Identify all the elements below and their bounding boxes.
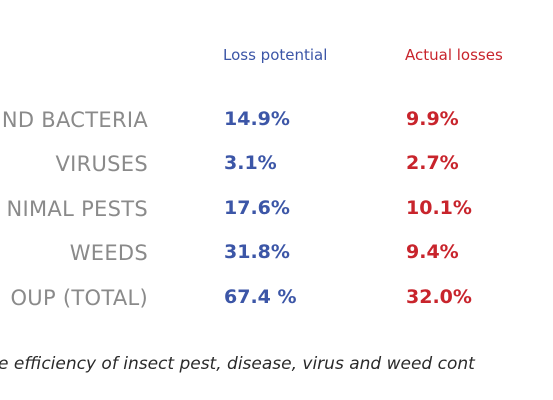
row-label: ND BACTERIA (1, 108, 148, 132)
actual-loss-value: 10.1% (406, 197, 472, 219)
loss-potential-value: 17.6% (224, 197, 290, 219)
table-caption: e efficiency of insect pest, disease, vi… (0, 354, 475, 374)
table-row: OUP (TOTAL) 67.4 % 32.0% (0, 286, 553, 316)
actual-loss-value: 9.9% (406, 108, 459, 130)
header-actual-losses: Actual losses (405, 46, 503, 64)
header-loss-potential: Loss potential (223, 46, 328, 64)
loss-potential-value: 3.1% (224, 152, 277, 174)
loss-potential-value: 31.8% (224, 241, 290, 263)
row-label: VIRUSES (55, 152, 148, 176)
loss-potential-value: 67.4 % (224, 286, 297, 308)
table-row: ND BACTERIA 14.9% 9.9% (0, 108, 553, 138)
actual-loss-value: 32.0% (406, 286, 472, 308)
row-label: NIMAL PESTS (6, 197, 148, 221)
table-row: VIRUSES 3.1% 2.7% (0, 152, 553, 182)
loss-potential-value: 14.9% (224, 108, 290, 130)
actual-loss-value: 9.4% (406, 241, 459, 263)
actual-loss-value: 2.7% (406, 152, 459, 174)
row-label: WEEDS (69, 241, 148, 265)
table-row: WEEDS 31.8% 9.4% (0, 241, 553, 271)
table-row: NIMAL PESTS 17.6% 10.1% (0, 197, 553, 227)
row-label: OUP (TOTAL) (10, 286, 148, 310)
